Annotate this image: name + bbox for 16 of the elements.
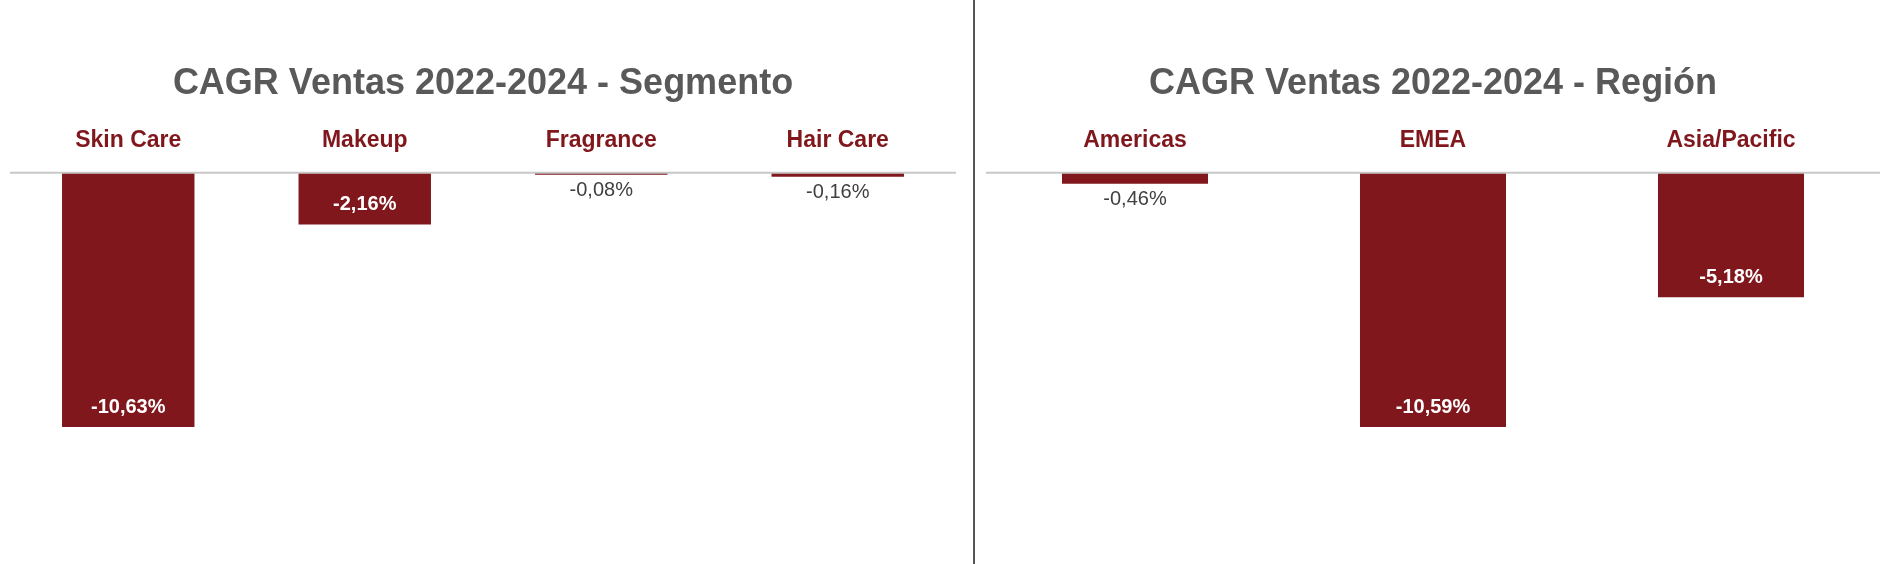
- data-label: -10,59%: [1395, 394, 1471, 417]
- x-tick-label: EMEA: [1399, 126, 1467, 153]
- x-tick-label: Skin Care: [75, 126, 182, 153]
- x-tick-label: Americas: [1083, 126, 1187, 153]
- x-tick-label: Asia/Pacific: [1666, 126, 1796, 153]
- chart-title: CAGR Ventas 2022-2024 - Región: [1148, 60, 1718, 102]
- data-label: -0,46%: [1103, 187, 1167, 210]
- data-label: -0,08%: [569, 178, 634, 201]
- x-tick-label: Makeup: [321, 126, 408, 153]
- data-label: -10,63%: [91, 394, 166, 417]
- chart-title: CAGR Ventas 2022-2024 - Segmento: [172, 60, 794, 102]
- data-label: -2,16%: [333, 191, 397, 214]
- data-label: -0,16%: [806, 180, 870, 203]
- x-tick-label: Hair Care: [786, 126, 889, 153]
- data-label: -5,18%: [1699, 264, 1763, 287]
- x-tick-label: Fragrance: [545, 126, 657, 153]
